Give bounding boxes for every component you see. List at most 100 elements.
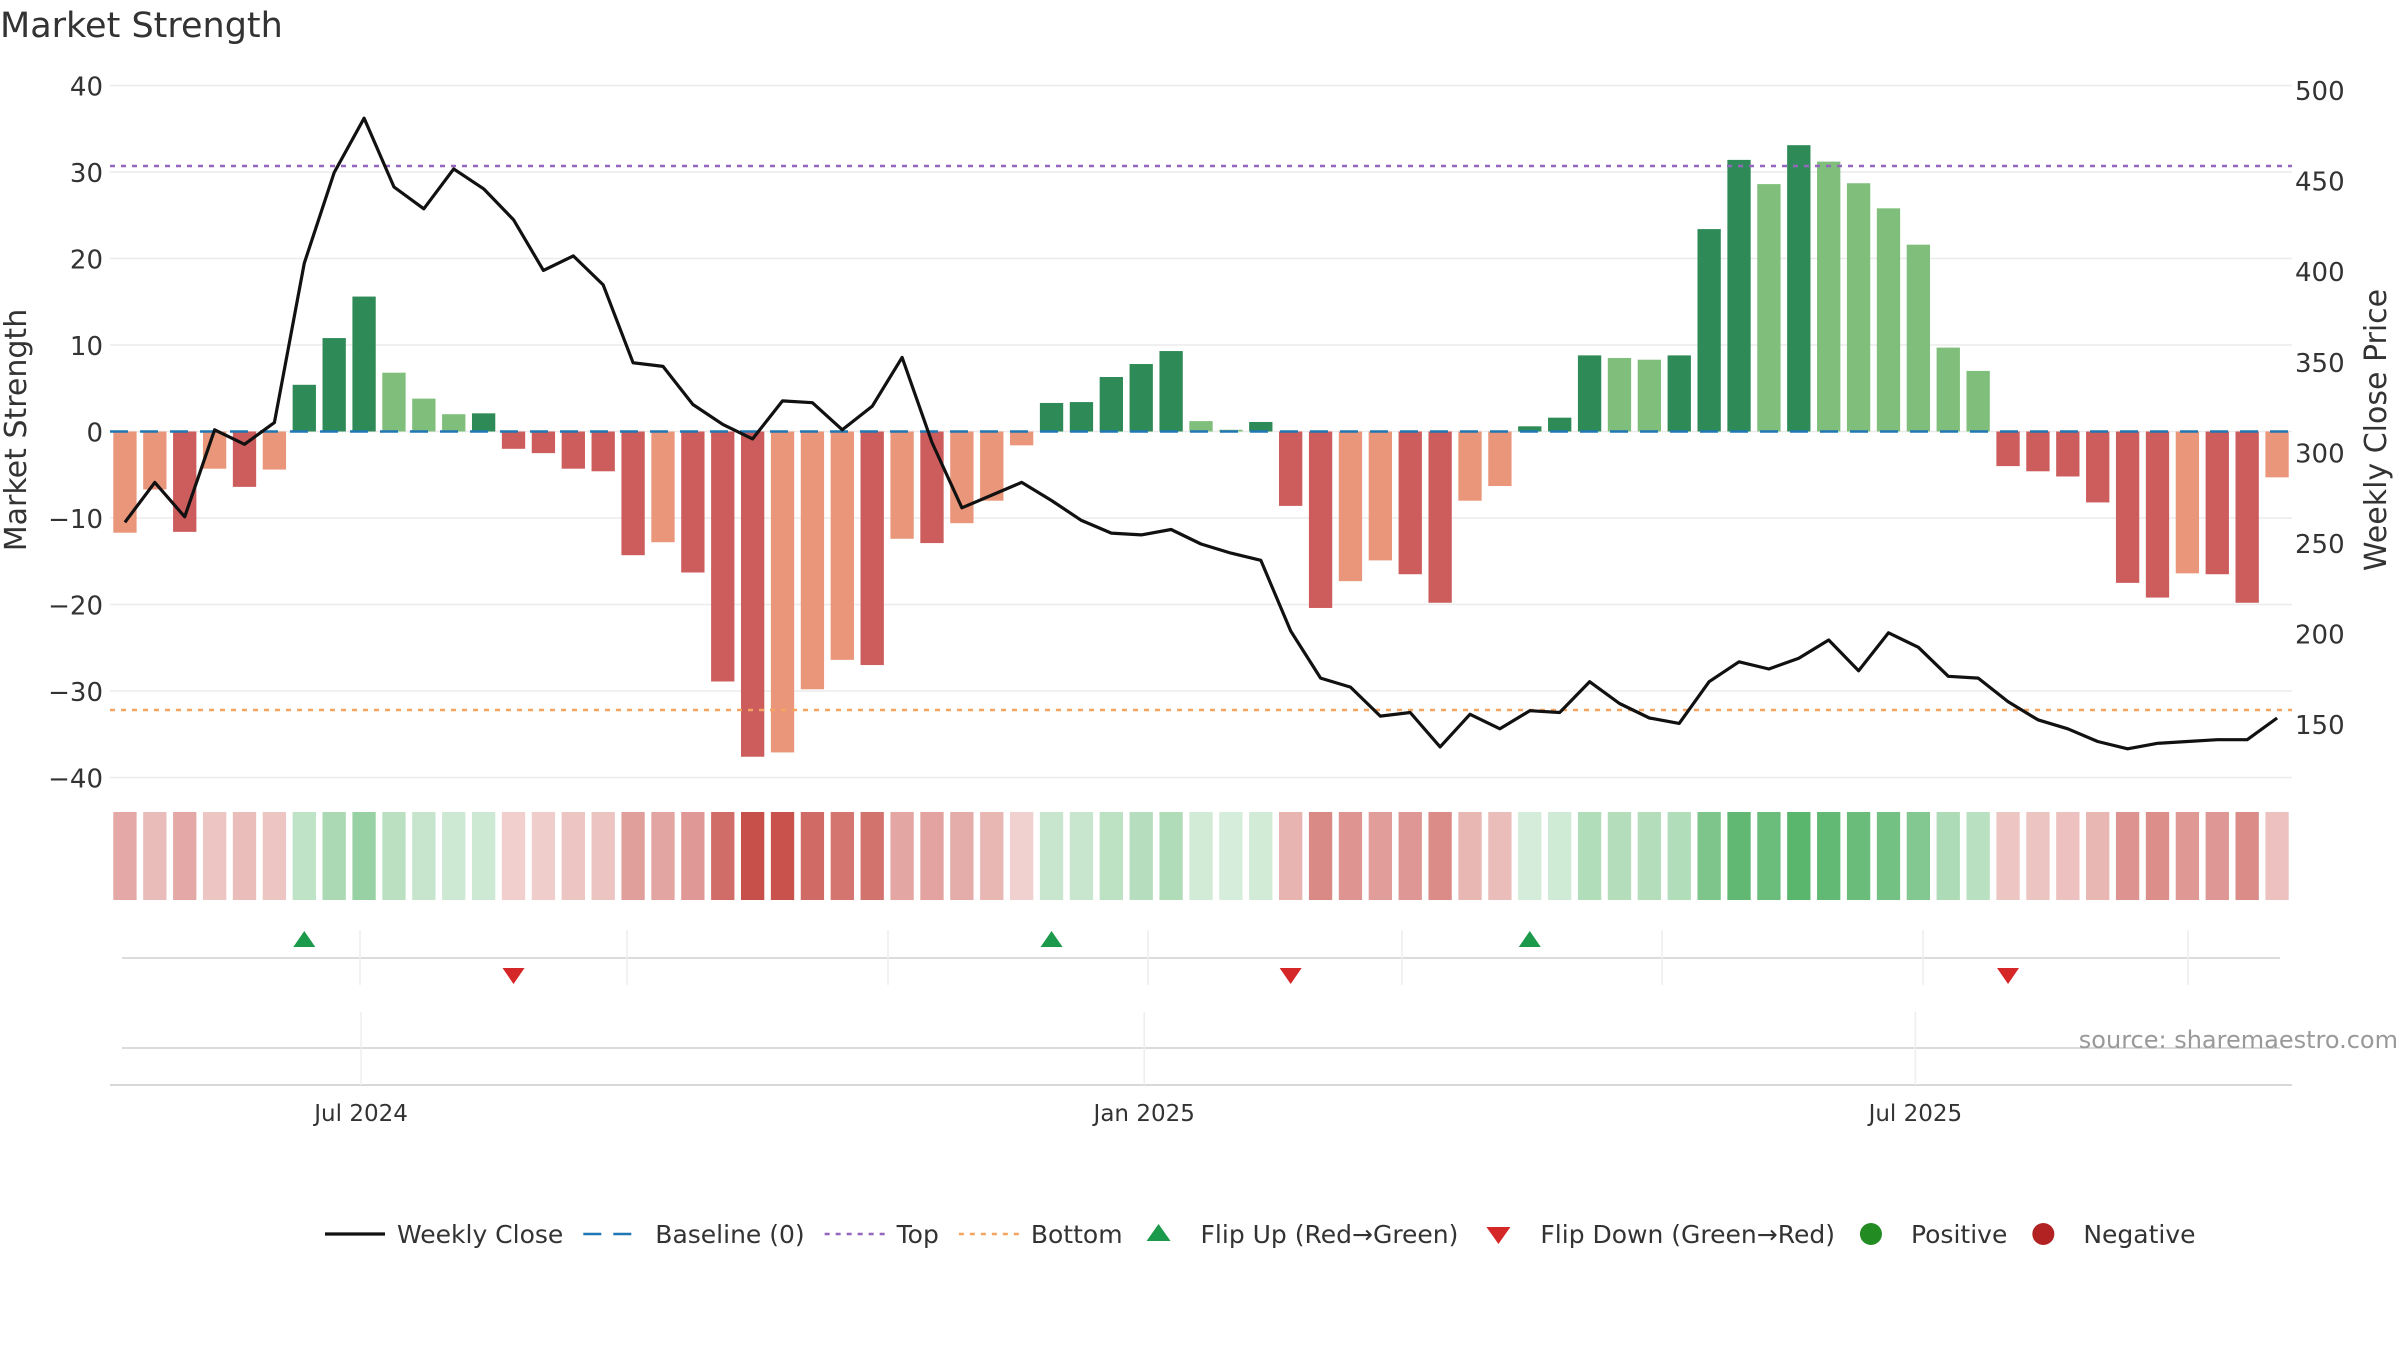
strength-bar <box>1607 357 1632 432</box>
heat-strip <box>113 812 2289 900</box>
heat-cell <box>2265 812 2289 900</box>
strength-bar <box>2056 431 2080 477</box>
heat-cell <box>561 812 585 900</box>
heat-cell <box>2235 812 2259 900</box>
y2-tick-label: 500 <box>2295 77 2345 107</box>
strength-bar <box>322 338 346 432</box>
heat-cell <box>2026 812 2050 900</box>
flip-down-marker <box>1279 968 1302 984</box>
heat-cell <box>2056 812 2080 900</box>
heat-cell <box>1219 812 1243 900</box>
strength-bar <box>471 413 496 432</box>
flip-up-marker <box>293 931 316 947</box>
y-ticks: 40 30 20 10 0 −10 −20 −30 −40 <box>48 73 103 795</box>
flip-up-marker <box>1040 931 1063 947</box>
date-tick-label: Jul 2025 <box>1867 1101 1963 1127</box>
strength-bar <box>860 431 884 666</box>
heat-cell <box>711 812 735 900</box>
heat-cell <box>1607 812 1632 900</box>
y-tick-label: −20 <box>48 592 103 622</box>
strength-bar <box>2175 431 2200 574</box>
legend: Weekly Close Baseline (0) Top Bottom Flip Up… <box>325 1220 2196 1249</box>
strength-bar <box>1010 431 1034 446</box>
heat-cell <box>1518 812 1542 900</box>
heat-cell <box>202 812 227 900</box>
y2-tick-label: 300 <box>2295 439 2345 469</box>
heat-cell <box>173 812 197 900</box>
heat-cell <box>1010 812 1034 900</box>
heat-cell <box>1637 812 1662 900</box>
legend-label: Flip Down (Green→Red) <box>1540 1220 1835 1249</box>
y-tick-label: −40 <box>48 765 103 795</box>
heat-cell <box>1996 812 2020 900</box>
date-tick-label: Jul 2024 <box>312 1101 408 1127</box>
heat-cell <box>292 812 316 900</box>
heat-cell <box>322 812 346 900</box>
strength-bar <box>920 431 944 544</box>
heat-cell <box>1458 812 1482 900</box>
heat-cell <box>1906 812 1931 900</box>
strength-bar <box>1906 244 1931 432</box>
heat-cell <box>1876 812 1901 900</box>
heat-cell <box>651 812 675 900</box>
strength-bar <box>1308 431 1333 608</box>
y-axis-label: Market Strength <box>0 309 34 551</box>
heat-cell <box>591 812 615 900</box>
strength-bar <box>2086 431 2110 503</box>
y-tick-label: −10 <box>48 505 103 535</box>
strength-bar <box>2205 431 2229 575</box>
strength-bar <box>352 296 376 432</box>
legend-label: Flip Up (Red→Green) <box>1201 1220 1459 1249</box>
strength-bar <box>770 431 795 753</box>
heat-cell <box>2115 812 2140 900</box>
strength-bar <box>2026 431 2050 472</box>
heat-cell <box>262 812 287 900</box>
strength-bar <box>681 431 705 573</box>
heat-cell <box>412 812 436 900</box>
strength-bar <box>1518 426 1542 432</box>
y2-tick-label: 450 <box>2295 168 2345 198</box>
strength-bar <box>531 431 556 454</box>
strength-bar <box>2115 431 2140 583</box>
weekly-close-series <box>123 116 2279 751</box>
strength-bar <box>711 431 735 682</box>
legend-flip-down-swatch <box>1486 1227 1511 1244</box>
heat-cell <box>1368 812 1392 900</box>
heat-cell <box>1757 812 1781 900</box>
heat-cell <box>232 812 257 900</box>
strength-bar <box>1637 359 1662 432</box>
heat-cell <box>830 812 854 900</box>
date-axis: Jul 2024 Jan 2025 Jul 2025 <box>110 1012 2292 1127</box>
heat-cell <box>1099 812 1123 900</box>
y2-tick-label: 150 <box>2295 711 2345 741</box>
heat-cell <box>2086 812 2110 900</box>
heat-cell <box>531 812 556 900</box>
y2-tick-label: 350 <box>2295 349 2345 379</box>
strength-bar <box>1398 431 1422 575</box>
strength-bar <box>1189 421 1213 432</box>
heat-cell <box>1129 812 1153 900</box>
heat-cell <box>1039 812 1064 900</box>
y-tick-label: −30 <box>48 678 103 708</box>
heat-cell <box>1697 812 1721 900</box>
heat-cell <box>1308 812 1333 900</box>
strength-bar <box>382 372 406 432</box>
flip-up-marker <box>1518 931 1541 947</box>
strength-bar <box>1279 431 1303 506</box>
heat-cell <box>143 812 167 900</box>
strength-bar <box>1876 208 1901 432</box>
reference-lines <box>110 164 2292 712</box>
heat-cell <box>980 812 1004 900</box>
legend-label: Positive <box>1911 1220 2007 1249</box>
flip-markers <box>122 930 2280 985</box>
heat-cell <box>1817 812 1841 900</box>
heat-cell <box>621 812 645 900</box>
flip-down-marker <box>502 968 525 984</box>
strength-bar <box>442 414 466 432</box>
heat-cell <box>2145 812 2170 900</box>
strength-bar <box>1936 347 1960 432</box>
strength-bar <box>173 431 197 532</box>
heat-cell <box>1159 812 1183 900</box>
chart-title: Market Strength <box>0 6 283 46</box>
